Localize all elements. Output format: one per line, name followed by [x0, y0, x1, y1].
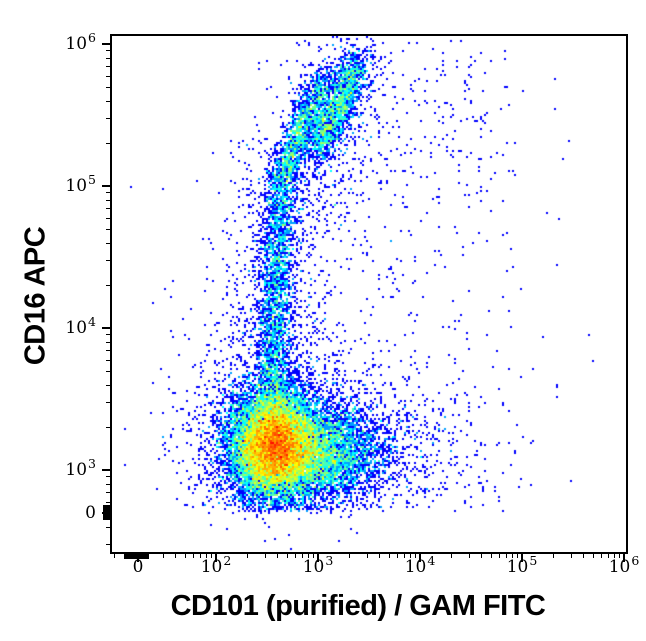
- y-tick-label: 0: [85, 503, 96, 523]
- x-minor-tick: [277, 554, 279, 558]
- x-axis-zero-pileup-mark: [124, 553, 149, 559]
- x-major-tick: [317, 554, 319, 562]
- x-minor-tick: [491, 554, 493, 558]
- x-minor-tick: [570, 554, 572, 558]
- x-tick-label: 103: [302, 553, 334, 577]
- x-major-tick: [215, 554, 217, 562]
- y-major-tick: [102, 469, 110, 471]
- x-minor-tick: [614, 554, 616, 558]
- x-minor-tick: [499, 554, 501, 558]
- x-minor-tick: [379, 554, 381, 558]
- y-axis-zero-pileup-mark: [103, 505, 112, 520]
- x-minor-tick: [366, 554, 368, 558]
- y-tick-label: 106: [65, 30, 96, 54]
- x-minor-tick: [185, 554, 187, 558]
- x-minor-tick: [512, 554, 514, 558]
- x-axis-title: CD101 (purified) / GAM FITC: [170, 590, 546, 622]
- x-major-tick: [623, 554, 625, 562]
- y-axis-title: CD16 APC: [19, 226, 52, 366]
- x-minor-tick: [302, 554, 304, 558]
- x-minor-tick: [313, 554, 315, 558]
- x-minor-tick: [517, 554, 519, 558]
- x-minor-tick: [389, 554, 391, 558]
- x-tick-label: 105: [506, 553, 538, 577]
- y-major-tick: [102, 327, 110, 329]
- x-minor-tick: [415, 554, 417, 558]
- x-minor-tick: [404, 554, 406, 558]
- x-minor-tick: [593, 554, 595, 558]
- x-minor-tick: [410, 554, 412, 558]
- x-major-tick: [419, 554, 421, 562]
- x-major-tick: [521, 554, 523, 562]
- x-minor-tick: [506, 554, 508, 558]
- x-minor-tick: [397, 554, 399, 558]
- x-tick-label: 104: [404, 553, 436, 577]
- x-minor-tick: [287, 554, 289, 558]
- y-major-tick: [102, 185, 110, 187]
- x-minor-tick: [481, 554, 483, 558]
- x-minor-tick: [308, 554, 310, 558]
- x-minor-tick: [295, 554, 297, 558]
- x-minor-tick: [619, 554, 621, 558]
- x-minor-tick: [608, 554, 610, 558]
- x-minor-tick: [246, 554, 248, 558]
- x-minor-tick: [175, 554, 177, 558]
- x-minor-tick: [601, 554, 603, 558]
- x-minor-tick: [206, 554, 208, 558]
- x-tick-label: 102: [200, 553, 232, 577]
- y-tick-label: 103: [65, 456, 96, 480]
- x-tick-label: 0: [132, 557, 144, 577]
- x-tick-label: 106: [608, 553, 640, 577]
- x-minor-tick: [552, 554, 554, 558]
- density-scatter-canvas: [112, 36, 626, 552]
- x-minor-tick: [264, 554, 266, 558]
- x-minor-tick: [114, 554, 115, 558]
- x-minor-tick: [468, 554, 470, 558]
- x-minor-tick: [162, 554, 164, 558]
- x-minor-tick: [200, 554, 202, 558]
- y-major-tick: [102, 43, 110, 45]
- x-minor-tick: [583, 554, 585, 558]
- x-minor-tick: [211, 554, 213, 558]
- x-minor-tick: [348, 554, 350, 558]
- x-minor-tick: [450, 554, 452, 558]
- x-minor-tick: [193, 554, 195, 558]
- y-tick-label: 105: [65, 172, 96, 196]
